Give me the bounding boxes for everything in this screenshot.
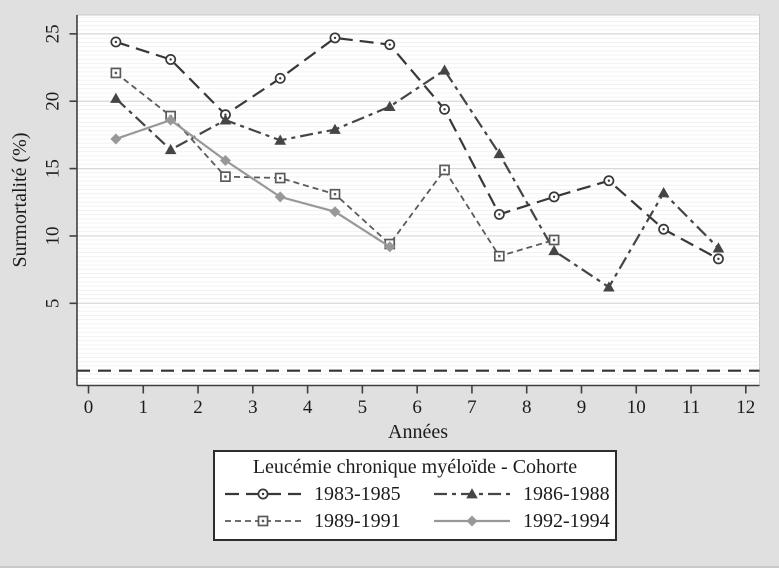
marker-diamond	[274, 191, 286, 203]
marker-triangle	[657, 187, 670, 198]
marker-square-dot	[261, 519, 265, 523]
marker-diamond	[384, 241, 396, 253]
marker-triangle	[164, 143, 177, 155]
marker-triangle	[438, 64, 451, 75]
marker-triangle	[329, 123, 341, 134]
legend-label: 1992-1994	[523, 510, 610, 532]
series-line-1992-1994	[115, 118, 391, 248]
marker-diamond	[329, 206, 341, 218]
x-tick-label: 8	[522, 397, 532, 418]
marker-circle-dot	[333, 36, 337, 40]
legend-entry: 1989-1991	[224, 509, 401, 533]
marker-circle-dot	[443, 108, 446, 111]
series-line-1983-1985	[115, 36, 719, 260]
x-tick-label: 4	[303, 397, 313, 418]
marker-circle-dot	[607, 179, 611, 182]
series-1992-1994	[110, 114, 396, 253]
marker-diamond	[219, 155, 231, 167]
x-tick-label: 0	[84, 397, 94, 418]
marker-square-dot	[333, 192, 337, 196]
marker-triangle	[110, 92, 122, 103]
x-tick-label: 3	[248, 397, 258, 418]
marker-circle-dot	[279, 77, 282, 80]
marker-circle-dot	[552, 195, 556, 199]
y-tick-label: 5	[42, 299, 63, 309]
marker-circle-dot	[498, 213, 501, 216]
series-1983-1985	[110, 32, 724, 265]
legend-entry: 1992-1994	[433, 509, 610, 533]
x-tick-label: 6	[412, 397, 422, 418]
marker-circle-dot	[388, 43, 391, 46]
legend-swatch-1983-1985	[225, 488, 301, 500]
plot-area-stripes	[77, 15, 760, 386]
legend-label: 1983-1985	[314, 483, 401, 505]
marker-circle-dot	[169, 58, 172, 61]
marker-triangle	[712, 242, 725, 253]
figure-bottom-edge	[0, 566, 779, 568]
marker-square-dot	[114, 71, 118, 75]
x-axis-title: Années	[388, 421, 448, 443]
marker-diamond	[110, 133, 122, 145]
marker-square-dot	[552, 238, 556, 242]
marker-circle-dot	[717, 257, 720, 261]
y-axis-title: Surmortalité (%)	[9, 133, 31, 268]
legend-swatch-1992-1994	[434, 515, 510, 527]
marker-square-dot	[443, 168, 446, 172]
x-tick-label: 12	[736, 397, 755, 418]
legend-entry: 1986-1988	[433, 482, 610, 506]
marker-triangle	[219, 114, 232, 125]
marker-square-dot	[224, 175, 227, 178]
legend: Leucémie chronique myéloïde - Cohorte 19…	[213, 450, 617, 541]
marker-diamond	[466, 515, 478, 527]
y-tick-label: 15	[42, 159, 63, 178]
y-tick-label: 10	[42, 226, 63, 245]
x-tick-label: 9	[577, 397, 587, 418]
x-tick-label: 5	[358, 397, 368, 418]
series-1986-1988	[110, 64, 725, 292]
y-tick-label: 20	[42, 92, 63, 111]
marker-square-dot	[498, 254, 501, 258]
x-tick-label: 2	[193, 397, 203, 418]
marker-triangle	[493, 147, 506, 159]
legend-entry: 1983-1985	[224, 482, 401, 506]
legend-swatch-1989-1991	[225, 515, 301, 527]
series-line-1986-1988	[115, 68, 720, 289]
y-tick-label: 25	[42, 24, 63, 43]
legend-label: 1989-1991	[314, 510, 401, 532]
marker-circle-dot	[114, 40, 118, 44]
legend-label: 1986-1988	[523, 483, 610, 505]
legend-title: Leucémie chronique myéloïde - Cohorte	[252, 456, 578, 478]
marker-triangle	[274, 134, 287, 145]
legend-swatch-1986-1988	[434, 488, 510, 499]
marker-circle-dot	[662, 228, 665, 231]
marker-triangle	[603, 281, 615, 292]
marker-circle-dot	[261, 492, 265, 496]
marker-square-dot	[279, 176, 282, 180]
x-tick-label: 11	[682, 397, 700, 418]
marker-triangle	[548, 244, 560, 256]
marker-triangle	[466, 488, 478, 499]
marker-triangle	[383, 100, 396, 112]
x-tick-label: 7	[467, 397, 477, 418]
marker-diamond	[165, 114, 177, 126]
x-tick-label: 1	[139, 397, 149, 418]
x-tick-label: 10	[627, 397, 646, 418]
